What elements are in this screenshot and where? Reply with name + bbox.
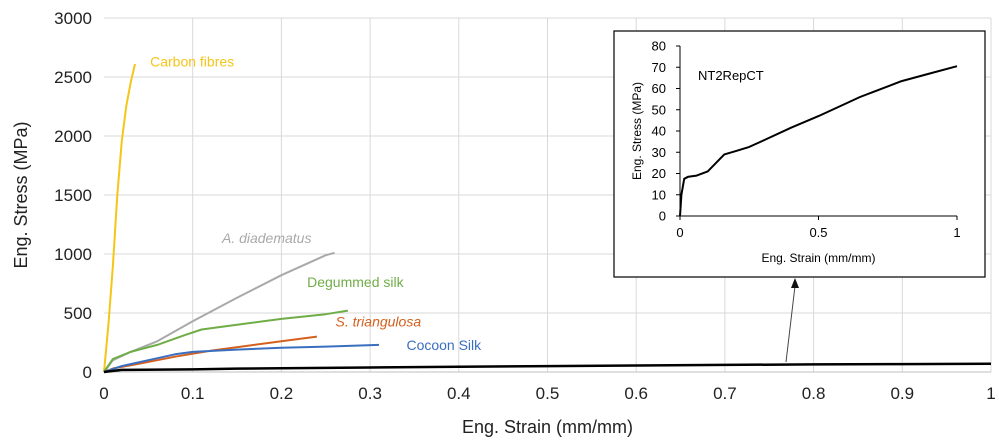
y-axis-title: Eng. Stress (MPa) <box>11 121 31 268</box>
x-axis-title: Eng. Strain (mm/mm) <box>462 417 633 437</box>
y-tick-label: 1500 <box>54 186 92 205</box>
x-tick-label: 0.8 <box>802 384 826 403</box>
y-tick-label: 1000 <box>54 245 92 264</box>
inset-x-axis-title: Eng. Strain (mm/mm) <box>761 251 875 265</box>
series-line-cocoon-silk <box>103 343 380 373</box>
series-label-cocoon-silk: Cocoon Silk <box>406 337 482 353</box>
series-label-s-triangulosa: S. triangulosa <box>336 314 422 330</box>
x-tick-label: 1 <box>986 384 995 403</box>
x-tick-label: 0.1 <box>181 384 205 403</box>
inset-y-tick-label: 80 <box>652 39 666 54</box>
series-line-s-triangulosa <box>103 335 318 373</box>
series-line-carbon-fibres <box>103 63 136 373</box>
y-tick-label: 0 <box>83 363 92 382</box>
inset-series <box>679 65 958 217</box>
inset-x-tick-label: 1 <box>953 225 960 240</box>
inset-y-tick-label: 0 <box>659 209 666 224</box>
series-label-a-diadematus: A. diadematus <box>221 230 312 246</box>
x-tick-label: 0.3 <box>358 384 382 403</box>
inset-y-axis-title: Eng. Stress (MPa) <box>630 82 644 180</box>
inset-y-tick-label: 60 <box>652 81 666 96</box>
series-line-degummed-silk <box>103 309 349 373</box>
inset-y-tick-label: 30 <box>652 145 666 160</box>
inset-y-tick-label: 40 <box>652 124 666 139</box>
series-label-carbon-fibres: Carbon fibres <box>150 53 234 69</box>
inset-y-tick-label: 70 <box>652 60 666 75</box>
inset-y-tick-label: 50 <box>652 102 666 117</box>
inset-y-tick-label: 20 <box>652 166 666 181</box>
inset-series-line <box>679 65 958 217</box>
main-axes: 0 0.1 0.2 0.3 0.4 0.5 0.6 0.7 0.8 0.9 105001000150… <box>54 9 996 403</box>
inset-y-tick-label: 10 <box>652 187 666 202</box>
series-label-degummed-silk: Degummed silk <box>307 274 404 290</box>
y-tick-label: 2000 <box>54 127 92 146</box>
inset-title: NT2RepCT <box>698 68 764 83</box>
x-tick-label: 0.7 <box>713 384 737 403</box>
y-tick-label: 3000 <box>54 9 92 28</box>
x-tick-label: 0.2 <box>270 384 294 403</box>
inset-x-tick-label: 0.5 <box>809 225 827 240</box>
main-series <box>103 63 992 374</box>
x-tick-label: 0.9 <box>890 384 914 403</box>
inset-frame <box>613 30 986 278</box>
x-tick-label: 0.5 <box>536 384 560 403</box>
series-line-a-diadematus <box>103 251 335 373</box>
inset-pointer-arrowhead <box>791 278 799 288</box>
inset-x-tick-label: 0 <box>676 225 683 240</box>
x-tick-label: 0 <box>99 384 108 403</box>
series-line-nt2repct <box>103 362 992 374</box>
main-series-labels: Carbon fibres A. diadematus Degummed silk S… <box>150 53 482 353</box>
x-tick-label: 0.4 <box>447 384 471 403</box>
y-tick-label: 2500 <box>54 68 92 87</box>
x-tick-label: 0.6 <box>624 384 648 403</box>
y-tick-label: 500 <box>64 304 92 323</box>
inset-pointer-arrow <box>785 285 796 363</box>
